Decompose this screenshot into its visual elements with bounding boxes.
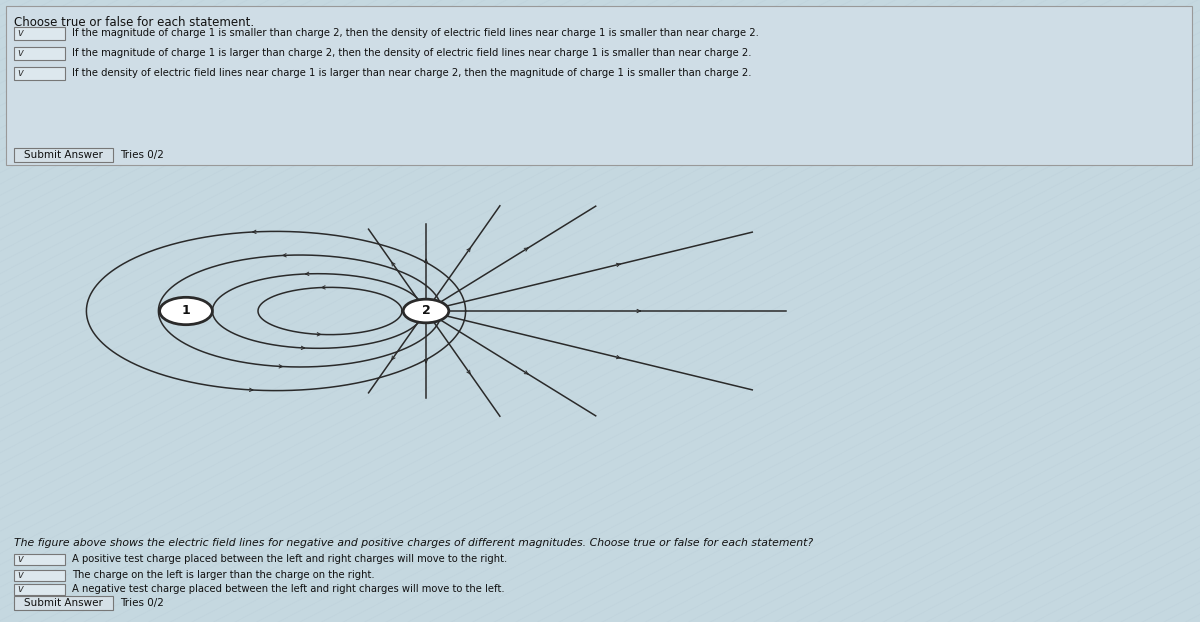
Text: v: v: [17, 584, 23, 594]
Text: A negative test charge placed between the left and right charges will move to th: A negative test charge placed between th…: [72, 584, 505, 594]
Bar: [14, 554, 65, 565]
Bar: [14, 47, 65, 60]
Text: The figure above shows the electric field lines for negative and positive charge: The figure above shows the electric fiel…: [14, 538, 814, 548]
Bar: [14, 570, 65, 581]
Text: 2: 2: [421, 305, 431, 317]
Text: If the magnitude of charge 1 is larger than charge 2, then the density of electr: If the magnitude of charge 1 is larger t…: [72, 48, 751, 58]
Bar: [6, 6, 1192, 165]
Circle shape: [403, 299, 449, 323]
Text: Tries 0/2: Tries 0/2: [120, 598, 164, 608]
Circle shape: [160, 297, 212, 325]
Text: Submit Answer: Submit Answer: [24, 598, 103, 608]
Bar: [14, 27, 65, 40]
Bar: [14, 596, 113, 610]
Text: A positive test charge placed between the left and right charges will move to th: A positive test charge placed between th…: [72, 554, 508, 564]
Text: 1: 1: [181, 305, 191, 317]
Text: v: v: [17, 68, 23, 78]
Bar: [14, 584, 65, 595]
Bar: [14, 67, 65, 80]
Text: v: v: [17, 28, 23, 38]
Text: The charge on the left is larger than the charge on the right.: The charge on the left is larger than th…: [72, 570, 374, 580]
Text: Choose true or false for each statement.: Choose true or false for each statement.: [14, 16, 254, 29]
Text: If the density of electric field lines near charge 1 is larger than near charge : If the density of electric field lines n…: [72, 68, 751, 78]
Text: v: v: [17, 554, 23, 564]
Text: v: v: [17, 570, 23, 580]
Text: Submit Answer: Submit Answer: [24, 150, 103, 160]
Text: v: v: [17, 48, 23, 58]
Bar: [14, 148, 113, 162]
Text: Tries 0/2: Tries 0/2: [120, 150, 164, 160]
Text: If the magnitude of charge 1 is smaller than charge 2, then the density of elect: If the magnitude of charge 1 is smaller …: [72, 28, 758, 38]
